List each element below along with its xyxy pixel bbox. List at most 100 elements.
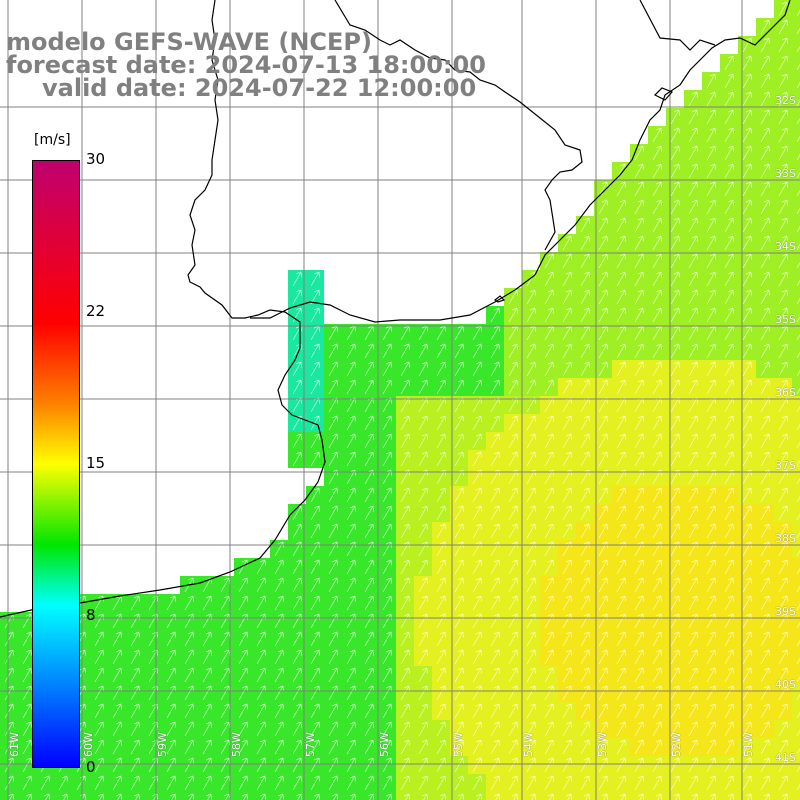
wind-arrow — [742, 37, 752, 53]
wind-arrow — [598, 199, 608, 215]
wind-arrow — [724, 253, 734, 269]
wind-arrow — [349, 793, 356, 800]
wind-arrow — [493, 793, 500, 800]
wind-arrow — [400, 775, 410, 791]
wind-arrow — [400, 757, 410, 773]
wind-arrow — [22, 667, 32, 683]
wind-arrow — [4, 667, 14, 683]
wind-arrow — [526, 361, 536, 377]
wind-arrow — [688, 559, 698, 575]
wind-arrow — [670, 721, 680, 737]
wind-arrow — [418, 361, 428, 377]
wind-arrow — [706, 235, 716, 251]
wind-arrow — [454, 721, 464, 737]
wind-arrow — [310, 757, 320, 773]
lat-label: 39S — [775, 605, 796, 618]
wind-cell — [108, 792, 126, 800]
wind-arrow — [202, 595, 212, 611]
wind-arrow — [166, 649, 176, 665]
wind-arrow — [4, 649, 14, 665]
wind-arrow — [670, 559, 680, 575]
wind-cell — [36, 792, 54, 800]
wind-arrow — [634, 307, 644, 323]
wind-arrow — [652, 163, 662, 179]
colorbar-tick-8: 8 — [86, 606, 96, 624]
wind-arrow — [742, 595, 752, 611]
wind-arrow — [4, 757, 14, 773]
wind-arrow — [184, 775, 194, 791]
wind-arrow — [400, 505, 410, 521]
wind-arrow — [382, 613, 392, 629]
wind-cell — [792, 666, 800, 684]
wind-arrow — [508, 487, 518, 503]
wind-arrow — [598, 307, 608, 323]
wind-arrow — [436, 613, 446, 629]
wind-arrow — [616, 631, 626, 647]
wind-arrow — [454, 505, 464, 521]
wind-arrow — [292, 307, 302, 323]
wind-arrow — [652, 235, 662, 251]
wind-arrow — [490, 649, 500, 665]
wind-arrow — [544, 487, 554, 503]
wind-arrow — [544, 577, 554, 593]
wind-arrow — [778, 361, 788, 377]
wind-arrow — [436, 739, 446, 755]
wind-arrow — [598, 757, 608, 773]
wind-arrow — [688, 649, 698, 665]
wind-arrow — [472, 721, 482, 737]
wind-arrow — [760, 757, 770, 773]
wind-arrow — [688, 523, 698, 539]
wind-arrow — [796, 291, 800, 305]
wind-arrow — [346, 415, 356, 431]
wind-arrow — [382, 415, 392, 431]
wind-arrow — [364, 379, 374, 395]
wind-arrow — [292, 289, 302, 305]
wind-arrow — [616, 487, 626, 503]
wind-arrow — [796, 273, 800, 287]
wind-arrow — [385, 793, 392, 800]
wind-arrow — [778, 739, 788, 755]
wind-arrow — [310, 523, 320, 539]
wind-arrow — [331, 793, 338, 800]
wind-arrow — [472, 433, 482, 449]
wind-arrow — [130, 703, 140, 719]
wind-arrow — [184, 757, 194, 773]
wind-arrow — [796, 543, 800, 557]
wind-arrow — [616, 451, 626, 467]
wind-arrow — [454, 487, 464, 503]
wind-arrow — [688, 775, 698, 791]
wind-arrow — [457, 793, 464, 800]
wind-arrow — [292, 271, 302, 287]
wind-arrow — [400, 415, 410, 431]
wind-arrow — [418, 649, 428, 665]
wind-arrow — [796, 219, 800, 233]
wind-arrow — [508, 415, 518, 431]
wind-arrow — [310, 487, 320, 503]
wind-arrow — [670, 289, 680, 305]
wind-arrow — [166, 757, 176, 773]
wind-arrow — [580, 577, 590, 593]
wind-cell — [792, 54, 800, 72]
wind-arrow — [796, 3, 800, 17]
wind-arrow — [526, 739, 536, 755]
wind-arrow — [562, 487, 572, 503]
wind-arrow — [418, 559, 428, 575]
wind-arrow — [22, 721, 32, 737]
wind-arrow — [688, 595, 698, 611]
wind-arrow — [472, 703, 482, 719]
wind-cell — [792, 468, 800, 486]
wind-arrow — [601, 793, 608, 800]
wind-arrow — [238, 721, 248, 737]
wind-arrow — [778, 271, 788, 287]
wind-arrow — [742, 487, 752, 503]
wind-arrow — [418, 343, 428, 359]
wind-arrow — [436, 523, 446, 539]
wind-arrow — [490, 577, 500, 593]
wind-arrow — [670, 577, 680, 593]
wind-arrow — [508, 595, 518, 611]
wind-arrow — [22, 613, 32, 629]
wind-arrow — [202, 631, 212, 647]
wind-arrow — [184, 649, 194, 665]
wind-arrow — [652, 127, 662, 143]
wind-cell — [324, 792, 342, 800]
